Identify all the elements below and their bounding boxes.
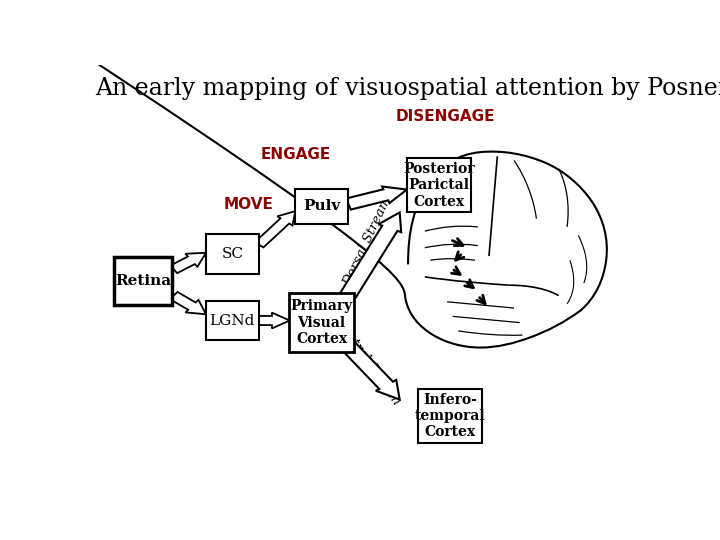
- Bar: [418, 389, 482, 443]
- Text: Retina: Retina: [115, 274, 171, 288]
- Polygon shape: [259, 313, 289, 328]
- Text: DISENGAGE: DISENGAGE: [396, 109, 495, 124]
- Polygon shape: [170, 253, 206, 273]
- Polygon shape: [341, 342, 400, 400]
- Text: MOVE: MOVE: [224, 197, 274, 212]
- Text: SC: SC: [221, 247, 243, 261]
- Text: An early mapping of visuospatial attention by Posner: An early mapping of visuospatial attenti…: [96, 77, 720, 100]
- Bar: [206, 234, 258, 274]
- Text: Ventral Stream: Ventral Stream: [333, 316, 402, 408]
- PathPatch shape: [405, 152, 607, 348]
- Bar: [295, 188, 348, 224]
- Text: Primary
Visual
Cortex: Primary Visual Cortex: [290, 299, 353, 346]
- Bar: [206, 301, 258, 340]
- Polygon shape: [341, 212, 401, 298]
- Bar: [289, 293, 354, 352]
- Text: Posterior
Parictal
Cortex: Posterior Parictal Cortex: [403, 162, 474, 208]
- Bar: [114, 257, 172, 305]
- Bar: [407, 158, 471, 212]
- Text: Infero-
temporal
Cortex: Infero- temporal Cortex: [415, 393, 485, 440]
- Polygon shape: [346, 186, 407, 210]
- Text: LGNd: LGNd: [210, 314, 255, 328]
- Text: Dorsal Stream: Dorsal Stream: [341, 194, 395, 288]
- Text: ENGAGE: ENGAGE: [260, 147, 330, 161]
- Polygon shape: [255, 211, 295, 247]
- Polygon shape: [170, 292, 206, 314]
- Text: Pulv: Pulv: [303, 199, 340, 213]
